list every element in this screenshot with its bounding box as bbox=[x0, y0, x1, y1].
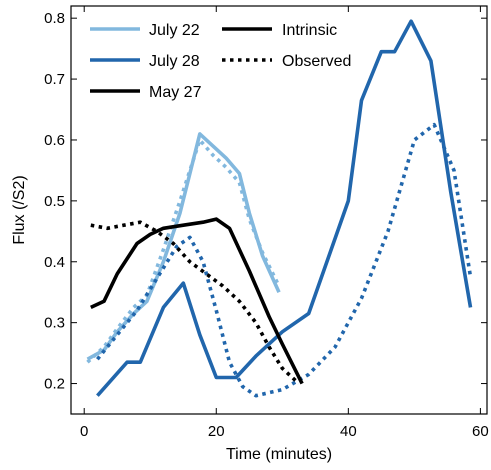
y-tick-label: 0.3 bbox=[44, 315, 65, 332]
x-tick-label: 40 bbox=[340, 423, 357, 440]
x-tick-label: 0 bbox=[80, 423, 88, 440]
ticks-layer: 0 20 40 60 0.2 0.3 0.4 0.5 0.6 0.7 0.8 bbox=[44, 6, 489, 440]
legend: July 22 July 28 May 27 Intrinsic Observed bbox=[90, 22, 351, 101]
series-layer bbox=[86, 19, 473, 398]
series-line-may-27-intrinsic bbox=[90, 217, 304, 385]
y-axis-label: Flux (/S2) bbox=[11, 175, 28, 244]
x-tick-label: 60 bbox=[472, 423, 489, 440]
x-tick-label: 20 bbox=[208, 423, 225, 440]
legend-label: July 22 bbox=[149, 22, 200, 39]
y-tick-label: 0.2 bbox=[44, 376, 65, 393]
series-line-july-22-intrinsic bbox=[86, 132, 281, 361]
legend-label: July 28 bbox=[149, 53, 200, 70]
series-line-july-28-intrinsic bbox=[96, 19, 473, 397]
y-tick-label: 0.4 bbox=[44, 254, 65, 271]
y-tick-label: 0.5 bbox=[44, 193, 65, 210]
legend-label: Observed bbox=[282, 53, 351, 70]
y-tick-label: 0.7 bbox=[44, 71, 65, 88]
y-tick-label: 0.8 bbox=[44, 10, 65, 27]
series-line-july-22-observed bbox=[86, 138, 281, 364]
series-line-july-28-observed bbox=[96, 122, 473, 398]
series-line-may-27-observed bbox=[90, 220, 301, 385]
x-axis-label: Time (minutes) bbox=[226, 446, 332, 463]
legend-label: May 27 bbox=[149, 84, 202, 101]
y-tick-label: 0.6 bbox=[44, 132, 65, 149]
legend-label: Intrinsic bbox=[282, 22, 337, 39]
plot-frame bbox=[70, 5, 488, 415]
